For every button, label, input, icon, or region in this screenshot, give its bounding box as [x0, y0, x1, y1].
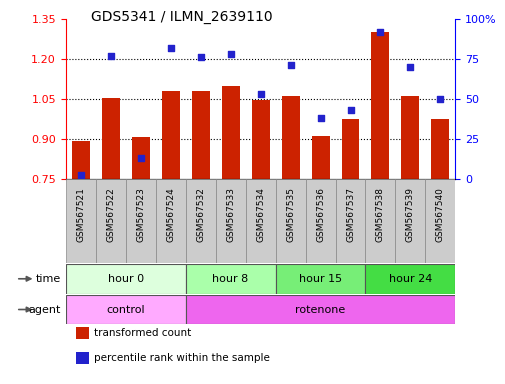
Bar: [281, 96, 299, 179]
Text: GDS5341 / ILMN_2639110: GDS5341 / ILMN_2639110: [91, 10, 272, 23]
Point: [136, 155, 144, 161]
Text: GSM567521: GSM567521: [76, 187, 85, 242]
Point: [226, 51, 234, 57]
Bar: [215, 179, 245, 263]
Bar: [365, 179, 395, 263]
Text: percentile rank within the sample: percentile rank within the sample: [93, 353, 269, 363]
Text: hour 24: hour 24: [388, 274, 431, 284]
Bar: [311, 136, 329, 179]
Text: GSM567524: GSM567524: [166, 187, 175, 242]
Text: transformed count: transformed count: [93, 328, 190, 338]
Bar: [125, 179, 156, 263]
Point: [77, 172, 85, 179]
Bar: [425, 179, 454, 263]
Text: GSM567533: GSM567533: [226, 187, 235, 242]
Bar: [131, 137, 149, 179]
Point: [376, 29, 384, 35]
Bar: [335, 179, 365, 263]
Bar: [185, 295, 454, 324]
Text: GSM567539: GSM567539: [405, 187, 414, 242]
Bar: [95, 179, 125, 263]
Bar: [395, 179, 425, 263]
Bar: [66, 295, 185, 324]
Bar: [431, 119, 448, 179]
Bar: [185, 264, 275, 294]
Bar: [400, 96, 419, 179]
Text: GSM567538: GSM567538: [375, 187, 384, 242]
Text: control: control: [106, 305, 145, 314]
Point: [166, 45, 174, 51]
Bar: [341, 119, 359, 179]
Bar: [221, 86, 239, 179]
Bar: [251, 100, 269, 179]
Bar: [156, 179, 185, 263]
Text: hour 0: hour 0: [108, 274, 143, 284]
Bar: [275, 179, 305, 263]
Bar: [185, 179, 215, 263]
Point: [435, 96, 443, 102]
Point: [256, 91, 264, 97]
Point: [316, 115, 324, 121]
Text: GSM567532: GSM567532: [196, 187, 205, 242]
Text: GSM567535: GSM567535: [285, 187, 294, 242]
Bar: [245, 179, 275, 263]
Point: [286, 62, 294, 68]
Bar: [371, 33, 389, 179]
Point: [107, 53, 115, 59]
Bar: [162, 91, 179, 179]
Text: time: time: [35, 274, 61, 284]
Text: agent: agent: [28, 305, 61, 314]
Text: GSM567523: GSM567523: [136, 187, 145, 242]
Bar: [66, 264, 185, 294]
Bar: [305, 179, 335, 263]
Point: [196, 55, 205, 61]
Bar: [365, 264, 455, 294]
Bar: [102, 98, 120, 179]
Text: GSM567536: GSM567536: [316, 187, 324, 242]
Bar: [275, 264, 365, 294]
Point: [406, 64, 414, 70]
Text: rotenone: rotenone: [295, 305, 345, 314]
Text: GSM567534: GSM567534: [256, 187, 265, 242]
Text: hour 15: hour 15: [298, 274, 341, 284]
Text: hour 8: hour 8: [212, 274, 248, 284]
Text: GSM567522: GSM567522: [106, 187, 115, 242]
Text: GSM567537: GSM567537: [345, 187, 355, 242]
Bar: [191, 91, 209, 179]
Bar: [72, 141, 89, 179]
Text: GSM567540: GSM567540: [435, 187, 444, 242]
Point: [346, 107, 354, 113]
Bar: [66, 179, 95, 263]
